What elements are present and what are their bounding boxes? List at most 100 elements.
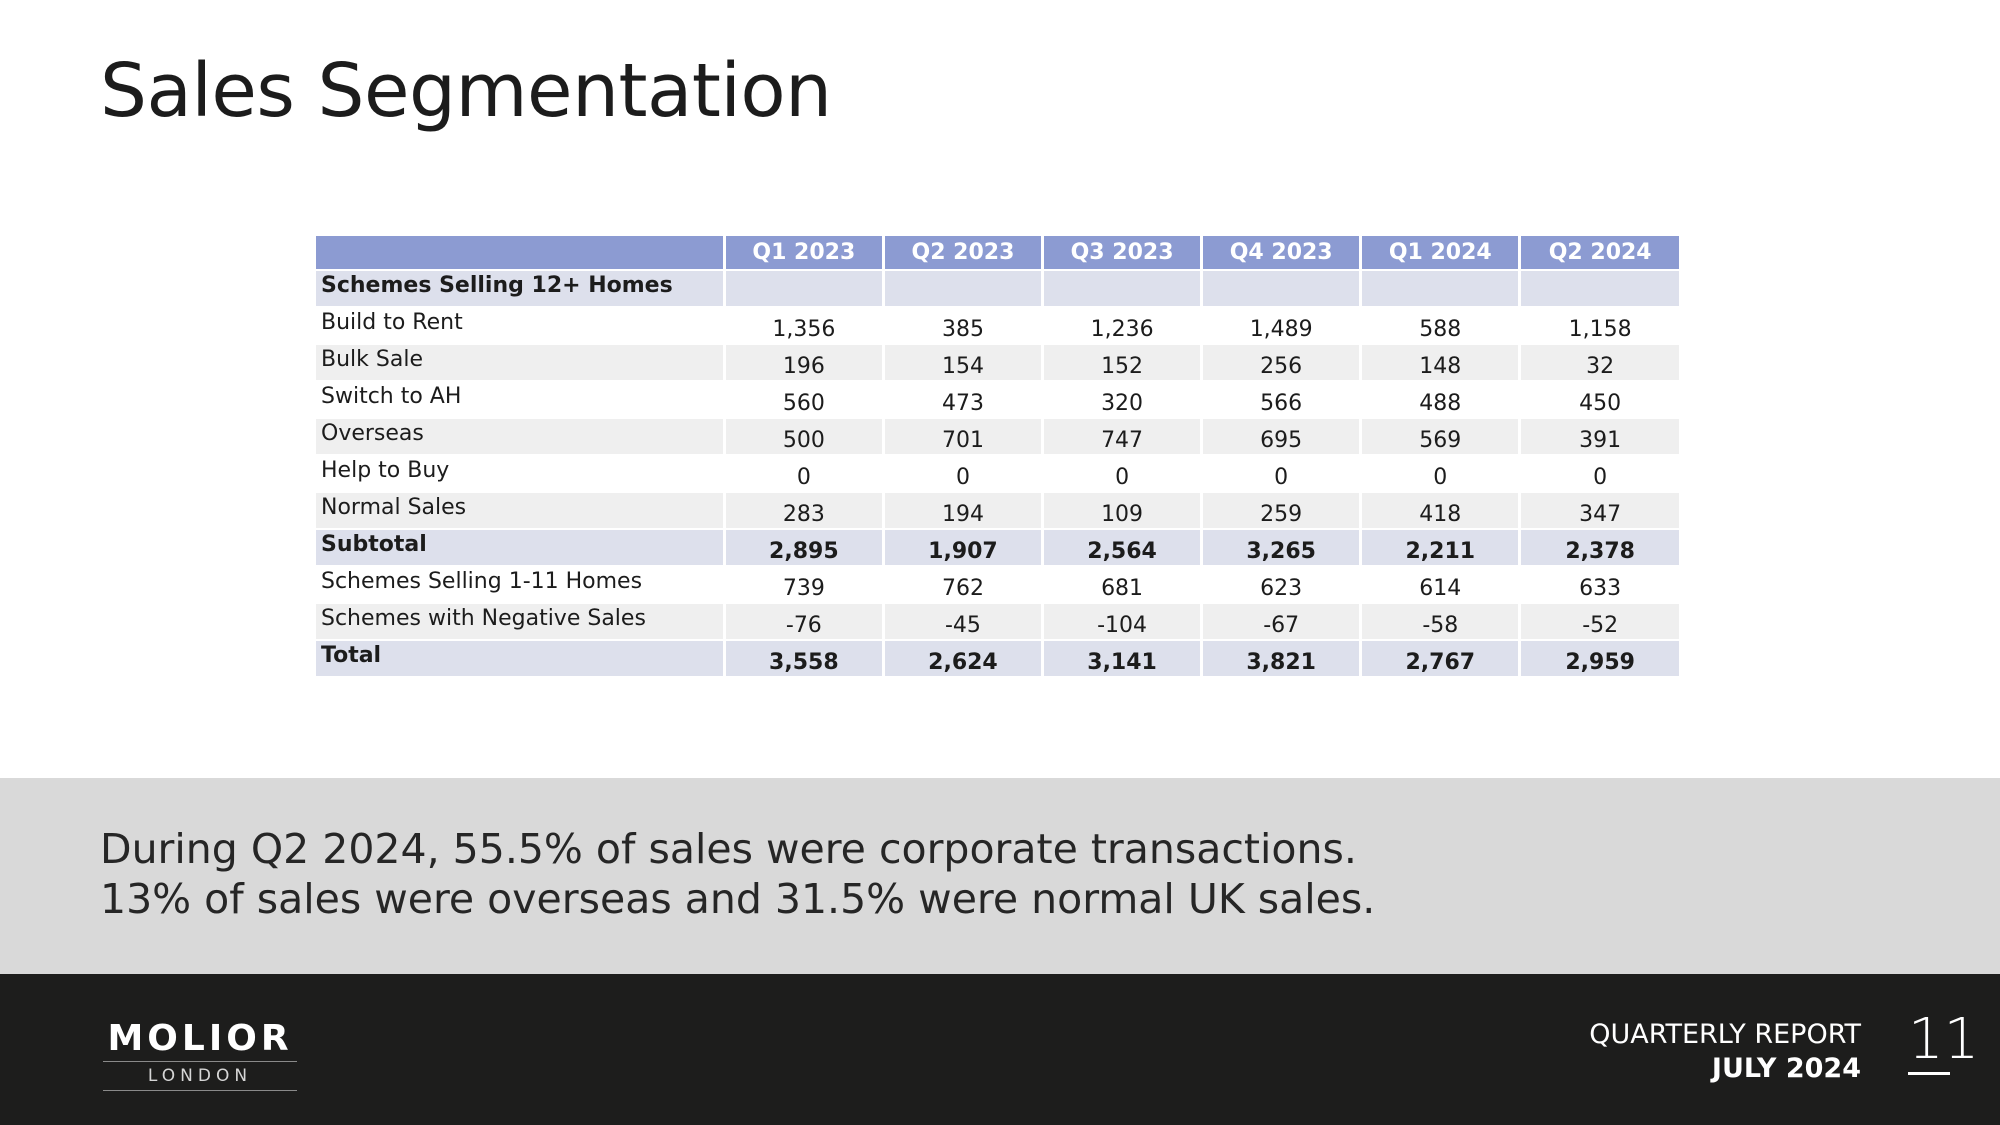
table-cell: 320 xyxy=(1042,381,1204,419)
table-cell: 3,821 xyxy=(1201,640,1363,678)
table-cell xyxy=(1519,270,1679,308)
table-cell: 391 xyxy=(1519,418,1679,456)
table-cell: -58 xyxy=(1360,603,1522,641)
table-cell: 747 xyxy=(1042,418,1204,456)
table-cell xyxy=(883,270,1045,308)
table-cell: 1,236 xyxy=(1042,307,1204,345)
table-cell: 0 xyxy=(1360,455,1522,493)
row-label: Build to Rent xyxy=(316,307,726,345)
table-cell: 739 xyxy=(724,566,885,604)
summary-line-2: 13% of sales were overseas and 31.5% wer… xyxy=(100,875,1376,923)
table-cell: 2,895 xyxy=(724,529,885,567)
table-cell: 194 xyxy=(883,492,1045,530)
molior-london-logo: MOLIOR LONDON xyxy=(103,1020,297,1091)
summary-line-1: During Q2 2024, 55.5% of sales were corp… xyxy=(100,825,1357,873)
logo-wordmark: MOLIOR xyxy=(107,1018,293,1059)
header-cell-q3-2023: Q3 2023 xyxy=(1042,236,1204,271)
table-cell: -76 xyxy=(724,603,885,641)
table-row: Overseas 500 701 747 695 569 391 xyxy=(316,418,1679,456)
table-header-row: Q1 2023 Q2 2023 Q3 2023 Q4 2023 Q1 2024 … xyxy=(316,236,1679,271)
row-label: Overseas xyxy=(316,418,726,456)
page-number-underline xyxy=(1908,1072,1950,1075)
table-cell: 701 xyxy=(883,418,1045,456)
table-row: Switch to AH 560 473 320 566 488 450 xyxy=(316,381,1679,419)
page-number: 11 xyxy=(1908,1007,1980,1072)
table-cell: -67 xyxy=(1201,603,1363,641)
table-cell: 588 xyxy=(1360,307,1522,345)
summary-band: During Q2 2024, 55.5% of sales were corp… xyxy=(0,778,2000,974)
table-cell: 154 xyxy=(883,344,1045,382)
row-label: Total xyxy=(316,640,726,678)
table-cell: 1,356 xyxy=(724,307,885,345)
row-label: Schemes Selling 12+ Homes xyxy=(316,270,726,308)
footer: MOLIOR LONDON QUARTERLY REPORT JULY 2024… xyxy=(0,974,2000,1125)
table-cell: 633 xyxy=(1519,566,1679,604)
table-row: Schemes Selling 1-11 Homes 739 762 681 623 61… xyxy=(316,566,1679,604)
row-label: Subtotal xyxy=(316,529,726,567)
table-cell: 109 xyxy=(1042,492,1204,530)
table-cell: 1,489 xyxy=(1201,307,1363,345)
table-cell: -45 xyxy=(883,603,1045,641)
table-cell: 560 xyxy=(724,381,885,419)
row-label: Bulk Sale xyxy=(316,344,726,382)
table-cell xyxy=(724,270,885,308)
table-cell: 566 xyxy=(1201,381,1363,419)
logo-divider xyxy=(103,1061,297,1062)
logo-underline xyxy=(103,1090,297,1091)
row-label: Normal Sales xyxy=(316,492,726,530)
table-cell: 695 xyxy=(1201,418,1363,456)
header-cell-q2-2024: Q2 2024 xyxy=(1519,236,1679,271)
table-cell: 681 xyxy=(1042,566,1204,604)
table-cell: 347 xyxy=(1519,492,1679,530)
page-title: Sales Segmentation xyxy=(100,48,832,134)
report-date: JULY 2024 xyxy=(1711,1053,1861,1084)
header-cell-q2-2023: Q2 2023 xyxy=(883,236,1045,271)
table-cell: 152 xyxy=(1042,344,1204,382)
row-label: Help to Buy xyxy=(316,455,726,493)
table-cell: 0 xyxy=(1042,455,1204,493)
header-cell-q1-2023: Q1 2023 xyxy=(724,236,885,271)
table-cell: 3,265 xyxy=(1201,529,1363,567)
table-cell xyxy=(1201,270,1363,308)
table-cell: 283 xyxy=(724,492,885,530)
table-cell: 3,141 xyxy=(1042,640,1204,678)
header-cell-q1-2024: Q1 2024 xyxy=(1360,236,1522,271)
table-cell: 2,624 xyxy=(883,640,1045,678)
logo-subtitle: LONDON xyxy=(147,1066,253,1086)
table-cell: -52 xyxy=(1519,603,1679,641)
summary-text: During Q2 2024, 55.5% of sales were corp… xyxy=(100,824,1375,924)
sales-segmentation-table: Q1 2023 Q2 2023 Q3 2023 Q4 2023 Q1 2024 … xyxy=(316,236,1679,678)
table-row: Bulk Sale 196 154 152 256 148 32 xyxy=(316,344,1679,382)
table-cell: 569 xyxy=(1360,418,1522,456)
table-cell: 2,378 xyxy=(1519,529,1679,567)
table-cell: 385 xyxy=(883,307,1045,345)
table-cell: 0 xyxy=(1201,455,1363,493)
table-cell: 614 xyxy=(1360,566,1522,604)
table-row: Schemes Selling 12+ Homes xyxy=(316,270,1679,308)
table-cell: 196 xyxy=(724,344,885,382)
row-label: Schemes Selling 1-11 Homes xyxy=(316,566,726,604)
report-info: QUARTERLY REPORT JULY 2024 xyxy=(1589,1018,1861,1086)
table-row: Normal Sales 283 194 109 259 418 347 xyxy=(316,492,1679,530)
table-cell: 500 xyxy=(724,418,885,456)
table-cell: 2,959 xyxy=(1519,640,1679,678)
table-cell: 256 xyxy=(1201,344,1363,382)
table-cell: 450 xyxy=(1519,381,1679,419)
table-cell: 148 xyxy=(1360,344,1522,382)
row-label: Switch to AH xyxy=(316,381,726,419)
table-cell: 2,767 xyxy=(1360,640,1522,678)
table-cell: 2,211 xyxy=(1360,529,1522,567)
table-row: Subtotal 2,895 1,907 2,564 3,265 2,211 2,378 xyxy=(316,529,1679,567)
table-row: Build to Rent 1,356 385 1,236 1,489 588 1,158 xyxy=(316,307,1679,345)
table-cell: 0 xyxy=(724,455,885,493)
table-cell: 32 xyxy=(1519,344,1679,382)
header-cell-blank xyxy=(316,236,726,271)
table-body: Schemes Selling 12+ Homes Build to Rent 1,… xyxy=(316,270,1679,678)
table-cell: 418 xyxy=(1360,492,1522,530)
table-cell: 762 xyxy=(883,566,1045,604)
table-cell xyxy=(1042,270,1204,308)
table-cell: 473 xyxy=(883,381,1045,419)
table-row: Schemes with Negative Sales -76 -45 -104 -67… xyxy=(316,603,1679,641)
table-cell: 488 xyxy=(1360,381,1522,419)
table-cell: 1,158 xyxy=(1519,307,1679,345)
